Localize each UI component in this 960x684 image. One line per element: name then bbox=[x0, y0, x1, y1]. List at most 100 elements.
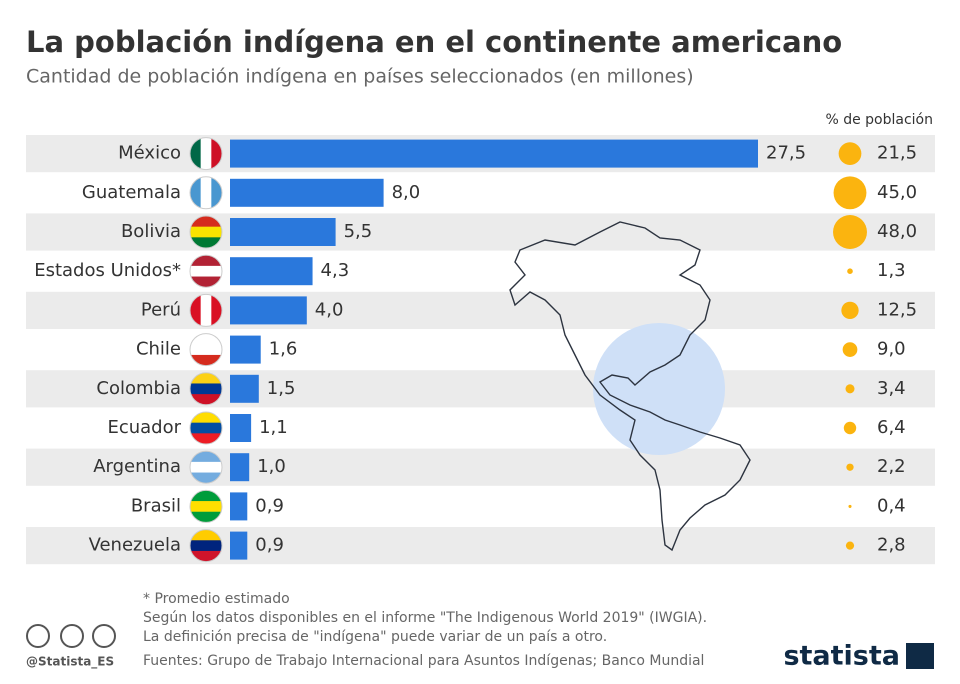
flag-stripe bbox=[190, 265, 222, 278]
flag-stripe bbox=[190, 412, 222, 424]
flag-stripe bbox=[190, 472, 222, 484]
flag bbox=[190, 294, 222, 327]
flag-stripe bbox=[190, 529, 222, 541]
bar bbox=[230, 414, 252, 442]
flag-border bbox=[189, 333, 223, 367]
flag-stripe bbox=[190, 276, 222, 288]
flag-stripe bbox=[190, 333, 222, 345]
value-label: 4,0 bbox=[315, 299, 344, 320]
note: La definición precisa de "indígena" pued… bbox=[143, 629, 607, 645]
value-label: 5,5 bbox=[344, 221, 373, 242]
flag-stripe bbox=[190, 501, 222, 513]
flag-stripe bbox=[190, 255, 222, 267]
flag-border bbox=[189, 529, 223, 563]
value-label: 1,5 bbox=[267, 378, 296, 399]
flag-stripe bbox=[190, 226, 222, 238]
flag bbox=[190, 490, 222, 523]
pct-label: 48,0 bbox=[877, 221, 917, 242]
bar bbox=[230, 335, 261, 364]
bar bbox=[230, 531, 248, 560]
category-label: Colombia bbox=[96, 378, 181, 399]
category-label: Perú bbox=[141, 299, 181, 320]
rows: México 27,5 21,5 Guatemala 8,0 45,0 Bolivia 5,5… bbox=[26, 135, 935, 565]
pct-bubble bbox=[845, 541, 855, 550]
category-label: Chile bbox=[136, 339, 181, 360]
category-label: Ecuador bbox=[107, 417, 181, 438]
flag-border bbox=[189, 489, 223, 523]
pct-label: 0,4 bbox=[877, 495, 906, 516]
row-band bbox=[26, 213, 935, 251]
flag-stripe bbox=[200, 137, 212, 170]
flag-stripe bbox=[211, 137, 222, 170]
bar bbox=[230, 178, 384, 207]
pct-label: 1,3 bbox=[877, 260, 906, 281]
map bbox=[509, 221, 751, 552]
pct-label: 2,8 bbox=[877, 535, 906, 556]
brand: statista bbox=[783, 641, 900, 672]
pct-bubble bbox=[833, 176, 867, 210]
bar bbox=[230, 296, 307, 325]
flag bbox=[190, 451, 222, 484]
flag-border bbox=[189, 254, 223, 288]
category-label: Guatemala bbox=[82, 182, 181, 203]
flag-stripe bbox=[190, 354, 222, 366]
pct-label: 21,5 bbox=[877, 143, 917, 164]
flag-stripe bbox=[190, 433, 222, 444]
row-band bbox=[26, 448, 935, 486]
bar bbox=[230, 453, 250, 482]
pct-bubble bbox=[841, 301, 859, 320]
flag-stripe bbox=[190, 137, 202, 170]
pct-label: 45,0 bbox=[877, 182, 917, 203]
flag bbox=[190, 372, 222, 405]
flag-stripe bbox=[200, 176, 212, 209]
map-americas bbox=[509, 221, 751, 552]
pct-bubble bbox=[847, 268, 853, 274]
category-label: Venezuela bbox=[89, 535, 181, 556]
bar bbox=[230, 492, 248, 521]
flag-stripe bbox=[190, 394, 222, 405]
flag-stripe bbox=[190, 490, 222, 502]
category-label: Bolivia bbox=[121, 221, 181, 242]
value-label: 4,3 bbox=[321, 260, 350, 281]
flag bbox=[190, 529, 222, 562]
flag-border bbox=[189, 411, 223, 445]
handle: @Statista_ES bbox=[26, 655, 114, 670]
flag-border bbox=[189, 176, 223, 210]
footer: * Promedio estimado Según los datos disp… bbox=[26, 591, 934, 672]
flag-stripe bbox=[200, 294, 212, 327]
category-label: Argentina bbox=[93, 456, 181, 477]
map-highlight bbox=[593, 323, 725, 455]
bar bbox=[230, 257, 313, 286]
flag-stripe bbox=[190, 550, 222, 562]
flag-border bbox=[189, 450, 223, 484]
flag-stripe bbox=[190, 344, 222, 356]
pct-bubble bbox=[842, 342, 858, 357]
flag-stripe bbox=[190, 451, 222, 463]
value-label: 1,1 bbox=[259, 417, 288, 438]
pct-bubble bbox=[833, 215, 867, 249]
pct-label: 12,5 bbox=[877, 299, 917, 320]
flag-stripe bbox=[190, 540, 222, 552]
brand-icon bbox=[906, 643, 934, 669]
flag-stripe bbox=[190, 216, 222, 228]
value-label: 1,6 bbox=[269, 339, 298, 360]
pct-bubble bbox=[846, 463, 854, 471]
value-label: 27,5 bbox=[766, 143, 806, 164]
pct-bubble bbox=[845, 384, 855, 394]
flag bbox=[190, 137, 222, 170]
flag-border bbox=[189, 293, 223, 327]
flag-stripe bbox=[190, 237, 222, 248]
flag-border bbox=[189, 215, 223, 249]
pct-bubble bbox=[843, 421, 857, 435]
note: * Promedio estimado bbox=[143, 591, 290, 607]
flag-stripe bbox=[190, 176, 202, 209]
value-label: 8,0 bbox=[392, 182, 421, 203]
value-label: 1,0 bbox=[257, 456, 286, 477]
category-label: Estados Unidos* bbox=[34, 260, 181, 281]
pct-bubble bbox=[848, 504, 852, 508]
row-band bbox=[26, 527, 935, 565]
bar bbox=[230, 139, 758, 168]
flag-stripe bbox=[190, 511, 222, 523]
flag-border bbox=[189, 137, 223, 171]
